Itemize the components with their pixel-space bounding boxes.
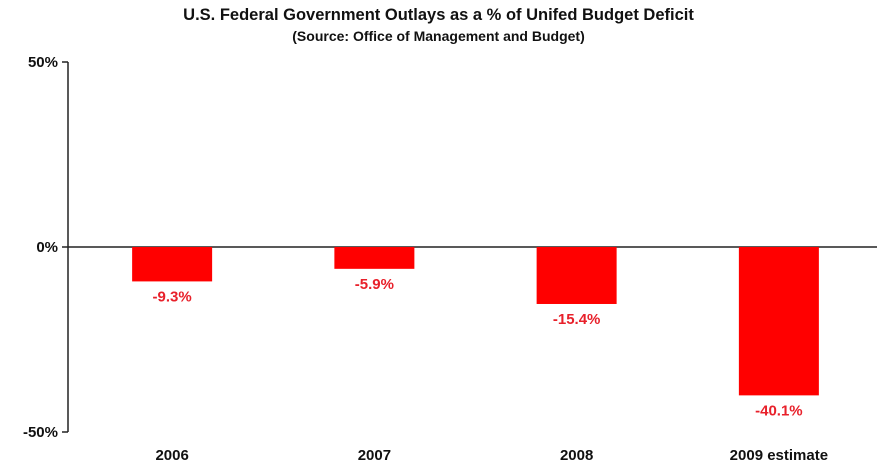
y-tick-label: 0% [36,239,58,256]
x-category-label: 2008 [560,447,593,464]
x-category-label: 2009 estimate [730,447,828,464]
data-label: -5.9% [355,276,394,293]
bar [132,247,213,282]
bar [738,247,819,396]
bar [536,247,617,304]
x-category-label: 2006 [155,447,188,464]
chart-subtitle: (Source: Office of Management and Budget… [292,28,585,44]
x-category-label: 2007 [358,447,391,464]
chart-title: U.S. Federal Government Outlays as a % o… [183,6,694,24]
bar [334,247,415,269]
data-label: -15.4% [553,311,601,328]
data-label: -40.1% [755,402,803,419]
y-tick-label: 50% [28,54,58,71]
y-tick-label: -50% [23,424,58,441]
data-label: -9.3% [153,288,192,305]
